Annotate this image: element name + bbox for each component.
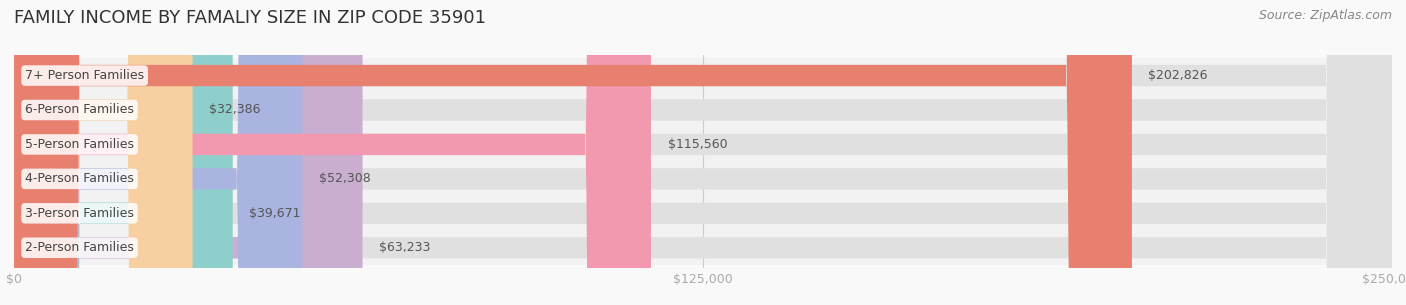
Text: FAMILY INCOME BY FAMALIY SIZE IN ZIP CODE 35901: FAMILY INCOME BY FAMALIY SIZE IN ZIP COD…: [14, 9, 486, 27]
FancyBboxPatch shape: [14, 0, 302, 305]
Text: $39,671: $39,671: [249, 207, 301, 220]
FancyBboxPatch shape: [14, 0, 1392, 305]
Bar: [14, 231, 1392, 265]
FancyBboxPatch shape: [14, 0, 1132, 305]
FancyBboxPatch shape: [14, 0, 233, 305]
Text: $32,386: $32,386: [209, 103, 260, 117]
Text: 5-Person Families: 5-Person Families: [25, 138, 134, 151]
Text: 3-Person Families: 3-Person Families: [25, 207, 134, 220]
Text: $202,826: $202,826: [1149, 69, 1208, 82]
FancyBboxPatch shape: [14, 0, 651, 305]
Text: 2-Person Families: 2-Person Families: [25, 241, 134, 254]
Text: 6-Person Families: 6-Person Families: [25, 103, 134, 117]
Bar: [14, 127, 1392, 162]
Text: $63,233: $63,233: [380, 241, 430, 254]
Text: 4-Person Families: 4-Person Families: [25, 172, 134, 185]
Bar: [14, 196, 1392, 231]
Bar: [14, 162, 1392, 196]
FancyBboxPatch shape: [14, 0, 1392, 305]
Text: $52,308: $52,308: [319, 172, 371, 185]
FancyBboxPatch shape: [14, 0, 1392, 305]
Text: 7+ Person Families: 7+ Person Families: [25, 69, 145, 82]
FancyBboxPatch shape: [14, 0, 193, 305]
Bar: [14, 58, 1392, 93]
FancyBboxPatch shape: [14, 0, 1392, 305]
FancyBboxPatch shape: [14, 0, 1392, 305]
FancyBboxPatch shape: [14, 0, 363, 305]
Text: $115,560: $115,560: [668, 138, 727, 151]
Text: Source: ZipAtlas.com: Source: ZipAtlas.com: [1258, 9, 1392, 22]
Bar: [14, 93, 1392, 127]
FancyBboxPatch shape: [14, 0, 1392, 305]
